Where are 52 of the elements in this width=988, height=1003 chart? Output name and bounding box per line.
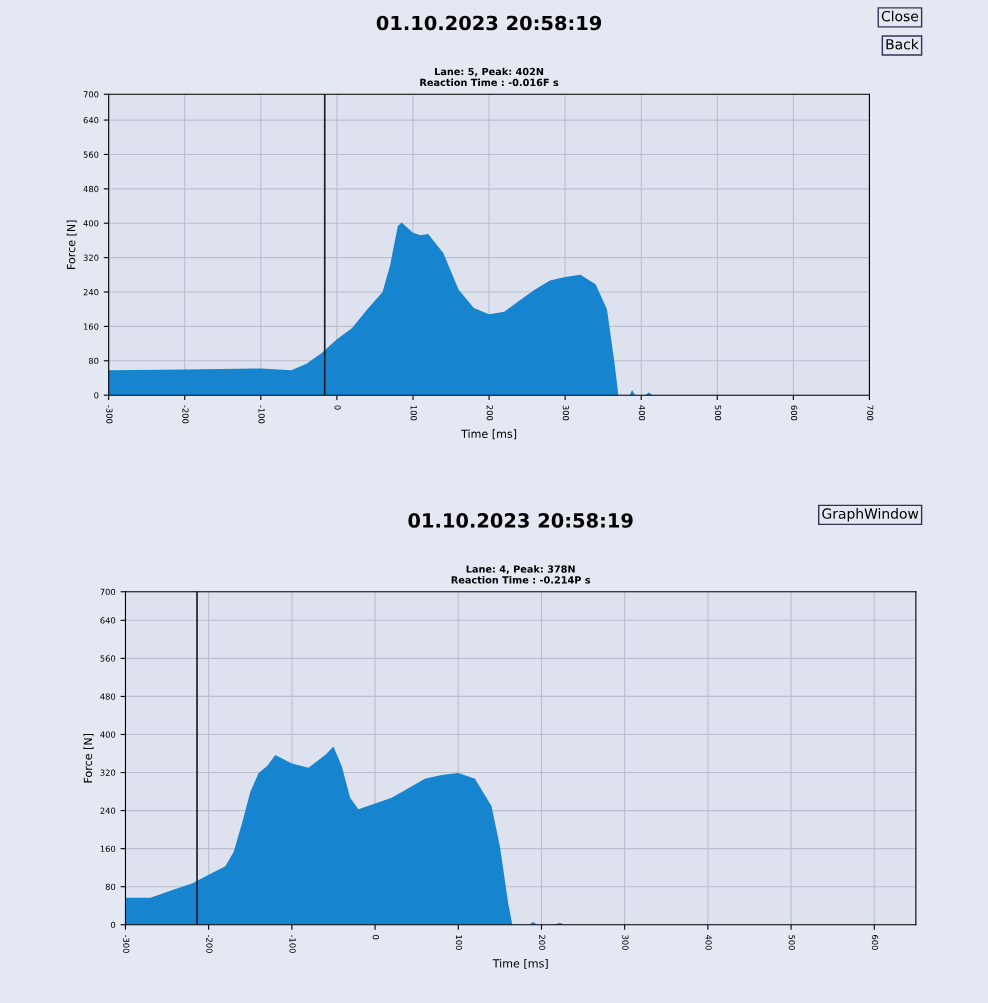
x-tick-label: 0 xyxy=(372,935,379,940)
y-tick-label: 0 xyxy=(94,392,99,399)
y-tick-label: 160 xyxy=(100,845,116,852)
x-tick-label: 500 xyxy=(788,935,795,950)
chart-subtitle: Lane: 4, Peak: 378N Reaction Time : -0.214P s xyxy=(451,565,591,584)
y-tick-label: 160 xyxy=(83,323,99,330)
y-tick-label: 400 xyxy=(83,220,99,227)
x-tick-label: 200 xyxy=(539,935,546,950)
y-tick-label: 400 xyxy=(100,731,116,738)
y-tick-label: 80 xyxy=(88,357,99,365)
text: Back xyxy=(886,38,919,50)
chart-subtitle: Lane: 5, Peak: 402N Reaction Time : -0.016F s xyxy=(420,67,559,87)
y-tick-label: 700 xyxy=(100,588,116,596)
chart-title: 01.10.2023 20:58:19 xyxy=(408,513,633,528)
text: GraphWindow xyxy=(822,508,919,522)
x-tick-label: -200 xyxy=(182,405,189,424)
x-tick-label: -300 xyxy=(123,934,130,953)
y-axis-title: Force [N] xyxy=(83,733,94,783)
x-tick-label: -200 xyxy=(206,934,213,953)
x-tick-label: -100 xyxy=(289,934,296,953)
y-tick-label: 240 xyxy=(100,807,116,814)
y-tick-label: 320 xyxy=(83,254,99,261)
y-tick-label: 560 xyxy=(83,151,99,158)
y-tick-label: 0 xyxy=(111,921,116,929)
x-tick-label: 400 xyxy=(638,405,646,421)
x-tick-label: 500 xyxy=(714,405,722,421)
x-tick-label: 300 xyxy=(562,405,570,421)
x-axis-title: Time [ms] xyxy=(461,429,517,440)
x-tick-label: 400 xyxy=(705,934,712,950)
y-axis-title: Force [N] xyxy=(66,220,77,269)
y-tick-label: 480 xyxy=(100,693,116,700)
y-tick-label: 640 xyxy=(83,117,99,124)
x-tick-label: 200 xyxy=(486,405,493,421)
x-tick-label: 100 xyxy=(455,935,463,950)
y-tick-label: 480 xyxy=(83,185,99,193)
x-tick-label: 0 xyxy=(334,405,341,410)
text: Close xyxy=(881,10,919,22)
x-tick-label: -100 xyxy=(258,405,265,424)
x-axis-title: Time [ms] xyxy=(492,958,548,969)
x-tick-label: 600 xyxy=(871,935,879,950)
y-tick-label: 640 xyxy=(100,617,116,624)
x-tick-label: 600 xyxy=(790,405,798,421)
y-tick-label: 80 xyxy=(105,883,116,890)
y-tick-label: 240 xyxy=(83,289,99,296)
y-tick-label: 700 xyxy=(83,91,99,98)
x-tick-label: 300 xyxy=(622,935,629,950)
x-tick-label: 100 xyxy=(410,405,417,421)
chart-title: 01.10.2023 20:58:19 xyxy=(376,15,602,31)
x-tick-label: -300 xyxy=(106,405,113,424)
y-tick-label: 560 xyxy=(100,655,116,662)
x-tick-label: 700 xyxy=(867,405,874,421)
y-tick-label: 320 xyxy=(100,769,116,776)
